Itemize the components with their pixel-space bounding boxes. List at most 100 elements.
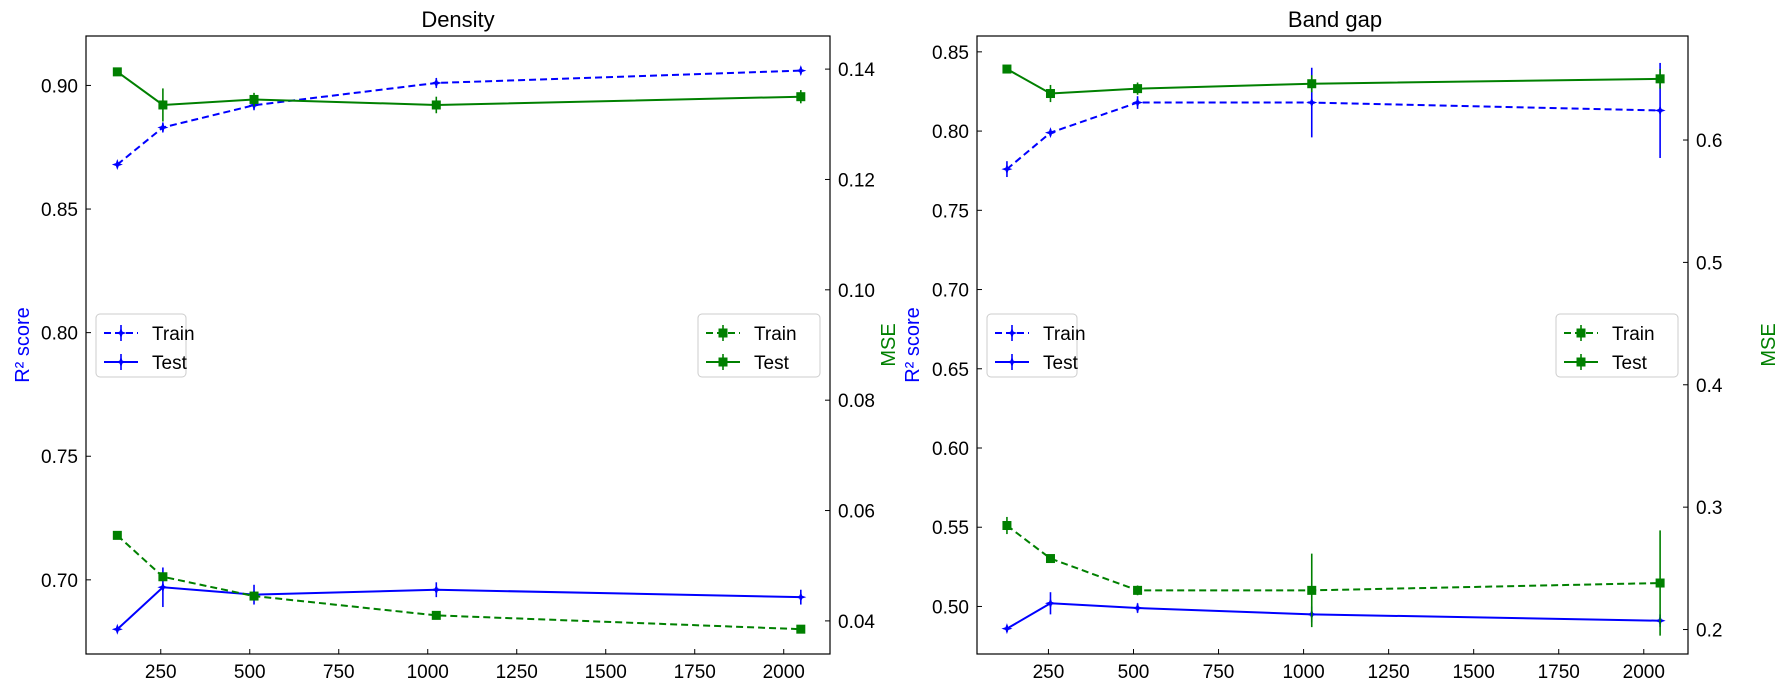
band-gap-legend-right-handle-marker bbox=[1576, 357, 1586, 367]
density-x-tick-label: 750 bbox=[323, 662, 355, 683]
band-gap-x-tick-label: 1500 bbox=[1453, 662, 1495, 683]
band-gap-legend-left-label: Test bbox=[1043, 353, 1079, 374]
density-r2-test-point bbox=[795, 591, 807, 603]
density-right-y-tick-label: 0.14 bbox=[838, 60, 875, 81]
band-gap-r2-test-point bbox=[1132, 602, 1144, 614]
band-gap-r2-train-point bbox=[1001, 163, 1013, 175]
band-gap-x-tick-label: 1250 bbox=[1367, 662, 1409, 683]
density-left-y-tick-label: 0.70 bbox=[41, 571, 78, 592]
density-panel: Density 250 500 750 1000 1250 1500 1750 2000 0.7… bbox=[12, 7, 900, 683]
band-gap-mse-test-point bbox=[1307, 79, 1317, 89]
band-gap-x-tick-label: 500 bbox=[1118, 662, 1150, 683]
density-legend-left-handle-marker bbox=[115, 327, 127, 339]
density-x-tick-label: 1750 bbox=[674, 662, 716, 683]
band-gap-x-tick-label: 250 bbox=[1033, 662, 1065, 683]
density-series-r2-train bbox=[111, 65, 807, 171]
density-title: Density bbox=[421, 7, 494, 32]
band-gap-r2-train-point bbox=[1654, 104, 1666, 116]
band-gap-mse-test-line bbox=[1006, 68, 1661, 95]
band-gap-left-y-tick-label: 0.80 bbox=[932, 122, 969, 143]
density-right-y-tick-label: 0.06 bbox=[838, 502, 875, 523]
band-gap-right-y-tick-label: 0.5 bbox=[1696, 253, 1722, 274]
band-gap-left-y-tick-label: 0.85 bbox=[932, 43, 969, 64]
band-gap-mse-train-line bbox=[1006, 524, 1661, 592]
band-gap-series-mse-train bbox=[1002, 516, 1665, 636]
band-gap-axes-frame bbox=[976, 35, 1689, 655]
band-gap-legend-left-label: Train bbox=[1043, 324, 1086, 345]
density-mse-train-point bbox=[158, 572, 168, 582]
density-mse-train-line bbox=[116, 534, 801, 631]
band-gap-mse-train-point bbox=[1133, 585, 1143, 595]
density-r2-train-line bbox=[116, 69, 801, 166]
band-gap-r2-test-point bbox=[1001, 623, 1013, 635]
density-r2-test-point bbox=[430, 584, 442, 596]
band-gap-mse-train-point bbox=[1002, 521, 1012, 531]
band-gap-mse-train-point bbox=[1307, 585, 1317, 595]
band-gap-series-r2-test bbox=[1001, 592, 1666, 635]
density-mse-test-point bbox=[112, 67, 122, 77]
density-x-tick-label: 1500 bbox=[585, 662, 627, 683]
density-legend-left-label: Test bbox=[152, 353, 188, 374]
band-gap-left-y-tick-label: 0.75 bbox=[932, 201, 969, 222]
band-gap-x-tick-label: 1750 bbox=[1538, 662, 1580, 683]
density-legend-right-label: Train bbox=[754, 324, 797, 345]
band-gap-left-y-tick-label: 0.50 bbox=[932, 597, 969, 618]
density-series-mse-train bbox=[112, 530, 806, 634]
band-gap-left-y-tick-label: 0.55 bbox=[932, 518, 969, 539]
band-gap-left-y-tick-label: 0.65 bbox=[932, 360, 969, 381]
density-x-tick-label: 1250 bbox=[496, 662, 538, 683]
density-mse-train-point bbox=[431, 610, 441, 620]
density-legend-right-label: Test bbox=[754, 353, 790, 374]
band-gap-legend-left-handle-marker bbox=[1006, 356, 1018, 368]
density-series-r2-test bbox=[111, 567, 807, 635]
density-r2-test-point bbox=[111, 623, 123, 635]
density-x-tick-label: 500 bbox=[234, 662, 266, 683]
band-gap-r2-train-point bbox=[1132, 97, 1144, 109]
band-gap-legend-right-handle-marker bbox=[1576, 328, 1586, 338]
band-gap-r2-train-point bbox=[1306, 97, 1318, 109]
density-left-y-tick-label: 0.90 bbox=[41, 76, 78, 97]
band-gap-r2-train-line bbox=[1006, 101, 1661, 170]
band-gap-legend-left: Train Test bbox=[986, 313, 1086, 378]
density-legend-right-handle-marker bbox=[718, 357, 728, 367]
band-gap-x-tick-label: 1000 bbox=[1282, 662, 1324, 683]
band-gap-mse-test-point bbox=[1133, 84, 1143, 94]
density-left-y-tick-label: 0.75 bbox=[41, 447, 78, 468]
band-gap-legend-right: Train Test bbox=[1555, 313, 1679, 378]
density-right-y-tick-label: 0.04 bbox=[838, 612, 875, 633]
band-gap-left-y-tick-label: 0.70 bbox=[932, 281, 969, 302]
density-x-tick-label: 1000 bbox=[407, 662, 449, 683]
band-gap-left-y-tick-label: 0.60 bbox=[932, 439, 969, 460]
density-mse-test-point bbox=[796, 92, 806, 102]
density-legend-left-handle-marker bbox=[115, 356, 127, 368]
band-gap-r2-test-line bbox=[1006, 602, 1661, 630]
band-gap-mse-test-point bbox=[1655, 74, 1665, 84]
band-gap-legend-left-handle-marker bbox=[1006, 327, 1018, 339]
band-gap-mse-test-point bbox=[1045, 89, 1055, 99]
band-gap-panel: Band gap 250 500 750 1000 1250 1500 1750 2000 0.… bbox=[902, 7, 1780, 683]
density-left-y-tick-label: 0.85 bbox=[41, 200, 78, 221]
band-gap-legend-right-label: Test bbox=[1612, 353, 1648, 374]
band-gap-title: Band gap bbox=[1288, 7, 1382, 32]
band-gap-x-tick-label: 2000 bbox=[1623, 662, 1665, 683]
density-r2-test-line bbox=[116, 586, 801, 631]
band-gap-legend-right-label: Train bbox=[1612, 324, 1655, 345]
band-gap-right-y-tick-label: 0.4 bbox=[1696, 376, 1723, 397]
band-gap-right-y-tick-label: 0.2 bbox=[1696, 621, 1722, 642]
density-legend-right-handle-marker bbox=[718, 328, 728, 338]
density-mse-test-line bbox=[116, 71, 801, 106]
density-left-axis-label: R² score bbox=[12, 307, 34, 383]
density-mse-test-point bbox=[158, 100, 168, 110]
density-right-y-tick-label: 0.12 bbox=[838, 170, 875, 191]
density-right-y-tick-label: 0.08 bbox=[838, 391, 875, 412]
band-gap-right-y-tick-label: 0.3 bbox=[1696, 498, 1722, 519]
density-axes-frame bbox=[85, 35, 831, 655]
band-gap-right-axis-label: MSE bbox=[1758, 323, 1780, 366]
density-right-axis-label: MSE bbox=[878, 323, 900, 366]
density-legend-right: Train Test bbox=[697, 313, 821, 378]
density-series-mse-test bbox=[112, 67, 806, 122]
density-r2-test-point bbox=[157, 581, 169, 593]
band-gap-mse-train-point bbox=[1045, 554, 1055, 564]
density-r2-train-point bbox=[430, 77, 442, 89]
